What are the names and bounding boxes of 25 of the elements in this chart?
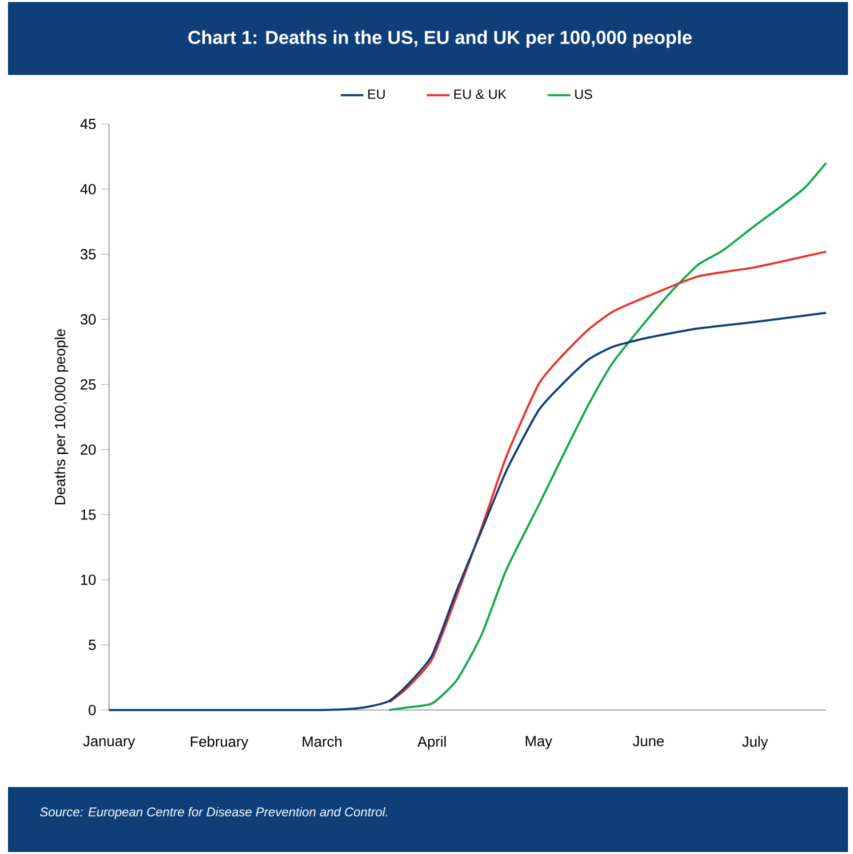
y-tick-label: 15 bbox=[81, 510, 96, 520]
chart-title: Chart 1: Deaths in the US, EU and UK per 100,000 people bbox=[188, 30, 692, 48]
x-tick-label: May bbox=[526, 736, 552, 750]
y-tick-label: 35 bbox=[80, 249, 96, 260]
y-tick-label: 0 bbox=[88, 704, 96, 716]
y-tick-label: 40 bbox=[80, 184, 96, 194]
x-tick-label: June bbox=[632, 736, 664, 746]
legend-label: EU bbox=[368, 90, 385, 99]
y-tick-label: 10 bbox=[81, 574, 96, 585]
legend-label: US bbox=[575, 90, 592, 99]
source-note: Source: European Centre for Disease Prevention and Control. bbox=[40, 807, 388, 819]
x-tick-label: February bbox=[190, 736, 248, 750]
x-tick-label: April bbox=[417, 736, 446, 750]
line-series bbox=[388, 162, 828, 712]
legend-label: EU & UK bbox=[454, 90, 506, 99]
x-tick-label: March bbox=[302, 736, 342, 747]
x-tick-label: July bbox=[742, 736, 768, 750]
y-tick-label: 30 bbox=[80, 314, 96, 325]
x-tick-label: January bbox=[83, 736, 136, 750]
y-tick-label: 45 bbox=[80, 118, 96, 130]
y-axis-title: Deaths per 100,000 people bbox=[54, 329, 68, 504]
y-tick-label: 20 bbox=[80, 444, 96, 455]
y-tick-label: 5 bbox=[88, 640, 96, 650]
line-series bbox=[388, 250, 828, 704]
y-tick-label: 25 bbox=[80, 379, 96, 390]
